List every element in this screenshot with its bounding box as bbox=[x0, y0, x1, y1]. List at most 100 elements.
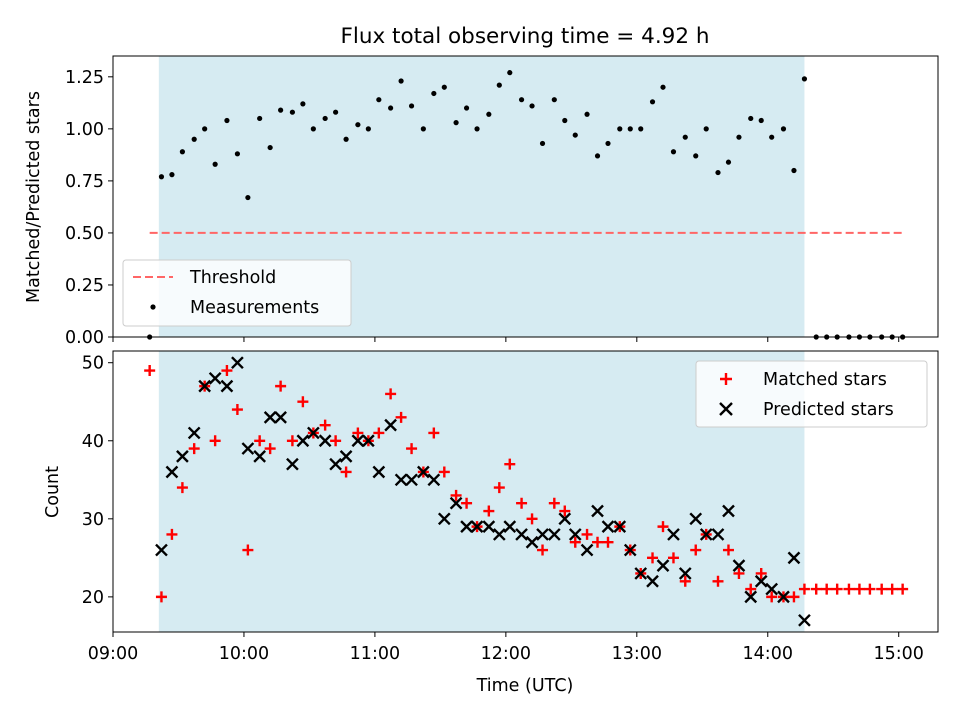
predicted-star-point bbox=[678, 567, 692, 580]
bottom-y-tick-label: 40 bbox=[82, 432, 104, 452]
matched-star-point bbox=[667, 552, 679, 564]
predicted-star-point bbox=[165, 465, 179, 479]
matched-star-point bbox=[766, 591, 778, 603]
top-legend-box bbox=[122, 259, 352, 327]
measurement-point bbox=[408, 103, 415, 109]
measurement-point bbox=[758, 117, 764, 124]
bottom-x-tick-label: 09:00 bbox=[88, 644, 138, 664]
matched-star-point bbox=[581, 528, 593, 540]
predicted-star-point bbox=[634, 567, 648, 580]
predicted-star-point bbox=[372, 465, 386, 479]
bottom-x-tick-label: 13:00 bbox=[612, 644, 662, 664]
predicted-star-point bbox=[591, 504, 604, 518]
matched-star-point bbox=[428, 427, 440, 439]
measurement-point bbox=[333, 109, 339, 115]
matched-star-point bbox=[864, 583, 876, 595]
predicted-star-point bbox=[503, 520, 517, 533]
legend-predicted-swatch bbox=[719, 402, 733, 416]
predicted-star-point bbox=[384, 418, 397, 432]
measurement-point bbox=[365, 126, 371, 132]
matched-star-point bbox=[297, 396, 309, 408]
measurement-point bbox=[507, 70, 513, 76]
legend-matched-swatch bbox=[720, 373, 732, 385]
predicted-star-point bbox=[362, 434, 375, 448]
measurement-point bbox=[551, 97, 557, 103]
predicted-star-point bbox=[613, 520, 627, 533]
matched-star-point bbox=[690, 544, 702, 556]
top-x-axis-ticks bbox=[112, 337, 900, 342]
measurement-point bbox=[212, 161, 218, 167]
measurement-point bbox=[453, 120, 459, 126]
matched-star-point bbox=[592, 536, 604, 548]
predicted-star-point bbox=[777, 590, 790, 604]
measurement-point bbox=[486, 111, 492, 117]
matched-star-point bbox=[831, 583, 843, 595]
matched-star-point bbox=[548, 497, 560, 509]
predicted-star-point bbox=[515, 528, 528, 541]
predicted-stars-series bbox=[155, 356, 811, 627]
measurement-point bbox=[572, 132, 578, 138]
measurement-point bbox=[801, 76, 808, 82]
top-y-tick-label: 0.75 bbox=[65, 172, 104, 192]
predicted-star-point bbox=[711, 528, 725, 541]
matched-star-point bbox=[843, 583, 855, 595]
matched-star-point bbox=[450, 489, 462, 501]
measurement-point bbox=[660, 84, 666, 90]
matched-star-point bbox=[209, 435, 221, 447]
matched-star-point bbox=[886, 583, 898, 595]
bottom-y-tick-label: 50 bbox=[82, 354, 104, 374]
measurement-point bbox=[649, 99, 656, 105]
bottom-x-tick-label: 10:00 bbox=[219, 644, 269, 664]
matched-stars-series bbox=[144, 365, 909, 603]
matched-star-point bbox=[647, 552, 659, 564]
matched-star-point bbox=[330, 435, 342, 447]
matched-star-point bbox=[483, 505, 495, 517]
bottom-y-tick-label: 20 bbox=[82, 588, 104, 608]
bottom-legend-box bbox=[695, 360, 928, 428]
predicted-star-point bbox=[394, 473, 408, 487]
matched-star-point bbox=[602, 536, 614, 548]
predicted-star-point bbox=[689, 512, 703, 526]
predicted-star-point bbox=[547, 528, 561, 541]
bottom-x-tick-label: 11:00 bbox=[350, 644, 400, 664]
measurement-point bbox=[736, 134, 742, 140]
matched-star-point bbox=[493, 482, 505, 494]
bottom-panel: 20 30 40 50 09:00 10:00 11:00 12:00 13:00 14:00 1… bbox=[43, 350, 939, 696]
matched-star-point bbox=[406, 443, 418, 455]
figure-title: Flux total observing time = 4.92 h bbox=[341, 24, 710, 49]
measurements-series bbox=[147, 70, 906, 340]
predicted-star-point bbox=[274, 410, 287, 424]
measurement-point bbox=[343, 136, 349, 142]
predicted-star-point bbox=[427, 473, 441, 487]
predicted-star-point bbox=[339, 450, 353, 463]
measurement-point bbox=[562, 117, 568, 124]
measurement-point bbox=[179, 149, 186, 155]
matched-star-point bbox=[788, 591, 800, 603]
measurement-point bbox=[257, 115, 263, 122]
matched-star-point bbox=[821, 583, 833, 595]
predicted-star-point bbox=[667, 528, 680, 541]
predicted-star-point bbox=[253, 450, 267, 463]
measurement-point bbox=[245, 194, 251, 201]
matched-star-point bbox=[876, 583, 888, 595]
measurement-point bbox=[715, 169, 721, 176]
measurement-point bbox=[703, 126, 709, 132]
matched-star-point bbox=[242, 544, 254, 556]
top-legend: Threshold Measurements bbox=[122, 259, 352, 327]
measurement-point bbox=[474, 126, 480, 132]
measurement-point bbox=[234, 151, 241, 157]
matched-star-point bbox=[352, 427, 364, 439]
matched-star-point bbox=[722, 544, 734, 556]
predicted-star-point bbox=[329, 457, 342, 471]
predicted-star-point bbox=[263, 410, 277, 424]
measurement-point bbox=[791, 167, 797, 174]
top-y-axis-ticks: 0.00 0.25 0.50 0.75 1.00 1.25 bbox=[65, 68, 113, 348]
bottom-y-tick-label: 30 bbox=[82, 510, 104, 530]
matched-star-point bbox=[395, 411, 407, 423]
measurement-point bbox=[355, 122, 361, 128]
predicted-star-point bbox=[765, 582, 779, 596]
measurement-point bbox=[627, 126, 633, 132]
measurement-point bbox=[693, 153, 699, 159]
predicted-star-point bbox=[187, 426, 201, 440]
legend-measurements-label: Measurements bbox=[190, 298, 319, 318]
